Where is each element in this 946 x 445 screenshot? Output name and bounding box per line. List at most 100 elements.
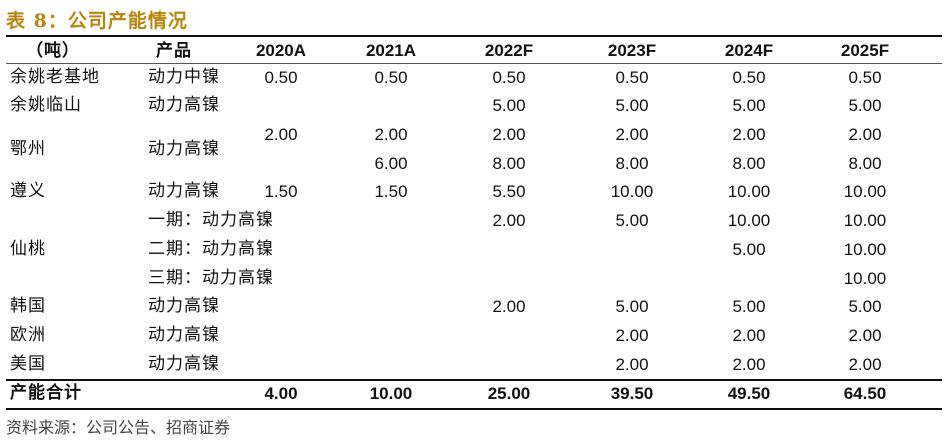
product-cell: 动力高镍 [148,181,220,201]
year-header: 2023F [607,41,657,60]
total-value-cell: 25.00 [487,384,531,403]
value-cell: 10.00 [727,182,771,201]
header-rule [6,63,942,64]
value-cell: 0.50 [615,68,649,87]
value-cell: 5.00 [615,297,649,316]
value-cell: 0.50 [732,68,766,87]
table-row: 遵义 动力高镍 1.50 1.50 5.50 10.00 10.00 10.00 [6,178,942,205]
table-row: 一期：动力高镍 2.00 5.00 10.00 10.00 [6,207,942,234]
site-cell: 欧洲 [10,325,46,345]
product-cell: 三期：动力高镍 [148,268,274,288]
product-cell: 动力高镍 [148,296,220,316]
value-cell: 0.50 [264,68,298,87]
value-cell: 2.00 [732,326,766,345]
value-cell: 0.50 [848,68,882,87]
value-cell: 1.50 [264,182,298,201]
value-cell: 5.00 [732,297,766,316]
value-cell: 8.00 [492,154,526,173]
value-cell: 5.00 [848,96,882,115]
table-header-row: （吨） 产品 2020A 2021A 2022F 2023F 2024F 202… [6,37,942,64]
site-cell: 遵义 [10,181,46,201]
value-cell [336,92,446,119]
total-value-cell: 39.50 [610,384,654,403]
product-cell: 二期：动力高镍 [148,239,274,259]
table-row: 余姚老基地 动力中镍 0.50 0.50 0.50 0.50 0.50 0.50 [6,64,942,91]
value-cell: 5.00 [615,96,649,115]
value-cell: 10.00 [843,182,887,201]
site-cell: 鄂州 [10,139,46,159]
value-cell: 2.00 [615,355,649,374]
value-cell: 5.00 [492,96,526,115]
year-header: 2020A [255,41,307,60]
value-cell: 5.00 [848,297,882,316]
site-cell: 余姚临山 [10,95,82,115]
bottom-rule [6,408,942,410]
product-cell: 动力高镍 [148,325,220,345]
top-rule [6,35,942,37]
value-cell: 10.00 [843,240,887,259]
product-cell: 动力中镍 [148,67,220,87]
value-cell: 5.50 [492,182,526,201]
value-cell: 2.00 [848,125,882,144]
value-cell: 2.00 [492,125,526,144]
value-cell: 2.00 [848,355,882,374]
value-cell: 10.00 [843,269,887,288]
total-value-cell: 10.00 [369,384,413,403]
value-cell: 2.00 [615,326,649,345]
site-cell: 余姚老基地 [10,67,100,87]
total-value-cell: 49.50 [727,384,771,403]
table-row: 欧洲 动力高镍 2.00 2.00 2.00 [6,322,942,349]
value-cell: 10.00 [610,182,654,201]
value-cell [226,92,336,119]
value-cell: 5.00 [732,96,766,115]
table-row: 美国 动力高镍 2.00 2.00 2.00 [6,351,942,378]
table-row: 鄂州 动力高镍 [6,136,942,163]
value-cell [577,265,687,292]
table-title: 表 8：公司产能情况 [6,10,188,32]
value-cell [226,293,336,320]
total-label: 产能合计 [10,383,82,403]
year-header: 2022F [484,41,534,60]
value-cell: 2.00 [264,125,298,144]
product-cell: 动力高镍 [148,139,220,159]
value-cell: 10.00 [843,211,887,230]
table-row: 三期：动力高镍 10.00 [6,265,942,292]
value-cell [336,236,446,263]
value-cell [226,265,336,292]
value-cell: 2.00 [732,125,766,144]
unit-header: （吨） [26,41,80,60]
value-cell: 5.00 [732,240,766,259]
value-cell: 1.50 [374,182,408,201]
value-cell [226,351,336,378]
table-row: 2.00 2.00 2.00 2.00 2.00 2.00 [6,121,942,148]
table-row: 仙桃 二期：动力高镍 5.00 10.00 [6,236,942,263]
value-cell [226,150,336,177]
total-value-cell: 4.00 [264,384,298,403]
product-header: 产品 [156,41,192,60]
year-header: 2025F [840,41,890,60]
value-cell: 8.00 [732,154,766,173]
value-cell [226,236,336,263]
site-cell: 美国 [10,354,46,374]
value-cell [454,236,564,263]
year-header: 2024F [724,41,774,60]
table-row: 余姚临山 动力高镍 5.00 5.00 5.00 5.00 [6,92,942,119]
value-cell: 0.50 [374,68,408,87]
value-cell: 6.00 [374,154,408,173]
value-cell: 2.00 [492,297,526,316]
value-cell: 2.00 [732,355,766,374]
value-cell: 2.00 [492,211,526,230]
value-cell: 5.00 [615,211,649,230]
value-cell: 8.00 [615,154,649,173]
value-cell [336,265,446,292]
table-row: 6.00 8.00 8.00 8.00 8.00 [6,150,942,177]
value-cell: 10.00 [727,211,771,230]
table-row: 韩国 动力高镍 2.00 5.00 5.00 5.00 [6,293,942,320]
source-note: 资料来源：公司公告、招商证券 [6,418,231,437]
year-header: 2021A [365,41,417,60]
value-cell [577,236,687,263]
value-cell: 2.00 [374,125,408,144]
value-cell: 0.50 [492,68,526,87]
product-cell: 一期：动力高镍 [148,210,274,230]
value-cell [336,322,446,349]
